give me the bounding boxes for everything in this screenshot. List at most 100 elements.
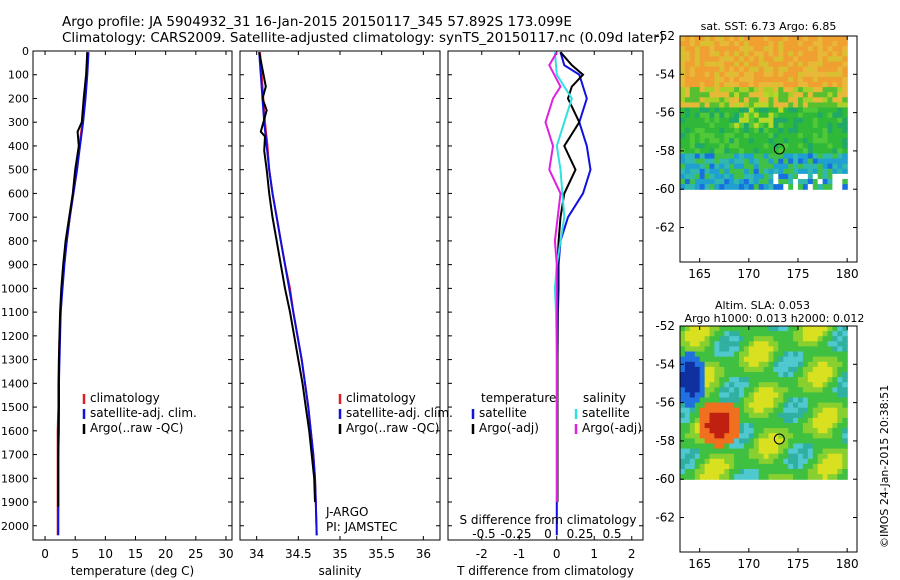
map-cell xyxy=(788,76,794,83)
map-cell xyxy=(842,51,848,57)
map-cell xyxy=(694,331,701,337)
map-cell xyxy=(793,148,799,155)
map-cell xyxy=(743,351,750,358)
map-cell xyxy=(729,428,735,434)
map-cell xyxy=(798,407,804,414)
map-cell xyxy=(739,184,745,190)
map-cell xyxy=(758,158,765,165)
map-cell xyxy=(680,163,686,170)
map-cell xyxy=(709,443,715,450)
map-cell xyxy=(817,107,824,114)
map-cell xyxy=(709,76,715,83)
map-cell xyxy=(753,184,760,190)
map-cell xyxy=(724,122,730,129)
map-cell xyxy=(680,66,686,73)
map-cell xyxy=(719,148,725,155)
map-cell xyxy=(729,453,735,460)
map-cell xyxy=(694,402,701,409)
map-cell xyxy=(807,428,814,434)
map-cell xyxy=(788,443,794,450)
map-cell xyxy=(748,71,755,78)
map-cell xyxy=(763,153,770,160)
map-cell xyxy=(842,397,848,404)
map-cell xyxy=(783,331,789,337)
map-cell xyxy=(837,51,843,57)
map-cell xyxy=(773,138,779,144)
map-cell xyxy=(837,397,843,404)
map-cell xyxy=(842,331,848,337)
map-cell xyxy=(812,127,819,134)
float-position-marker xyxy=(773,433,785,445)
map-cell xyxy=(842,433,848,439)
map-cell xyxy=(748,51,755,57)
map-cell xyxy=(798,56,804,63)
map-cell xyxy=(748,448,755,455)
map-cell xyxy=(758,423,765,429)
map-cell xyxy=(807,469,814,475)
map-cell xyxy=(832,158,838,165)
map-cell xyxy=(689,133,696,139)
map-cell xyxy=(773,36,779,42)
map-cell xyxy=(768,377,774,383)
map-cell xyxy=(763,122,770,129)
map-cell xyxy=(758,474,765,480)
map-cell xyxy=(748,407,755,414)
map-cell xyxy=(768,107,774,114)
map-cell xyxy=(837,412,843,419)
map-cell xyxy=(788,392,794,399)
map-cell xyxy=(793,168,799,175)
map-cell xyxy=(842,463,848,470)
map-cell xyxy=(817,97,824,103)
salinity-panel-frame xyxy=(239,50,441,541)
map-cell xyxy=(680,453,686,460)
map-cell xyxy=(694,173,701,180)
map-cell xyxy=(714,117,720,124)
map-cell xyxy=(734,387,740,393)
map-cell xyxy=(798,148,804,155)
map-cell xyxy=(763,341,770,347)
map-cell xyxy=(783,412,789,419)
map-cell xyxy=(807,382,814,388)
map-cell xyxy=(724,138,730,144)
map-cell xyxy=(802,117,809,124)
map-cell xyxy=(680,173,686,180)
map-cell xyxy=(719,448,725,455)
map-cell xyxy=(743,336,750,342)
map-cell xyxy=(694,76,701,83)
diff-temperature-legend-item: Argo(-adj) xyxy=(479,421,539,435)
map-cell xyxy=(694,448,701,455)
map-cell xyxy=(822,341,829,347)
map-cell xyxy=(729,138,735,144)
map-cell xyxy=(793,158,799,165)
map-cell xyxy=(812,377,819,383)
map-cell xyxy=(778,41,784,47)
map-cell xyxy=(719,143,725,149)
map-cell xyxy=(739,382,745,388)
map-cell xyxy=(743,474,750,480)
map-cell xyxy=(689,71,696,78)
map-cell xyxy=(729,56,735,63)
map-cell xyxy=(719,377,725,383)
map-cell xyxy=(783,71,789,78)
map-cell xyxy=(719,397,725,404)
map-cell xyxy=(788,453,794,460)
map-cell xyxy=(763,143,770,149)
map-cell xyxy=(729,387,735,393)
map-cell xyxy=(822,41,829,47)
map-cell xyxy=(719,372,725,378)
map-cell xyxy=(783,92,789,98)
map-cell xyxy=(783,392,789,399)
map-cell xyxy=(729,112,735,119)
map-cell xyxy=(753,407,760,414)
map-cell xyxy=(807,433,814,439)
map-cell xyxy=(778,326,784,332)
map-cell xyxy=(763,173,770,180)
map-cell xyxy=(807,453,814,460)
map-cell xyxy=(719,82,725,88)
map-cell xyxy=(842,326,848,332)
map-cell xyxy=(684,168,691,175)
map-cell xyxy=(758,438,765,445)
map-cell xyxy=(748,122,755,129)
map-cell xyxy=(773,102,779,109)
